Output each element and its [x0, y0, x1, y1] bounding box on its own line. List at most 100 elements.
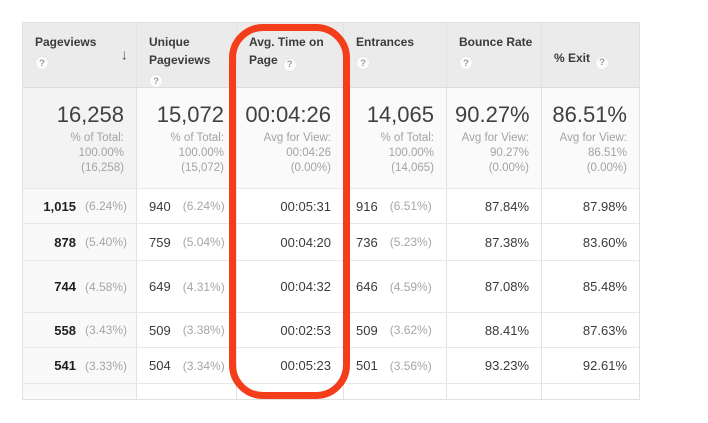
metric-percent: (3.43%)	[84, 323, 127, 337]
totals-subtext: (0.00%)	[586, 162, 627, 174]
exit-cell: 87.63%	[542, 313, 639, 347]
metric-value: 736	[356, 234, 378, 250]
metric-percent: (6.51%)	[389, 199, 432, 213]
avg-time-cell: 00:02:53	[237, 313, 344, 347]
metric-percent: (5.23%)	[389, 235, 432, 249]
bounce-rate-cell: 87.08%	[447, 261, 542, 312]
metric-value: 85.48%	[582, 279, 627, 294]
avg-time-cell: 00:05:23	[237, 348, 344, 383]
metric-value: 83.60%	[582, 234, 627, 250]
totals-subtext: (14,065)	[391, 162, 434, 174]
metric-value: 87.63%	[582, 322, 627, 338]
pageviews-cell: 1,015 (6.24%)	[23, 189, 137, 223]
pageviews-cell: 878 (5.40%)	[23, 224, 137, 260]
exit-cell: 83.60%	[542, 224, 639, 260]
metric-value: 92.61%	[582, 358, 627, 373]
metric-percent: (6.24%)	[182, 199, 225, 213]
bounce-rate-cell: 88.41%	[447, 313, 542, 347]
metric-value: 88.41%	[484, 322, 529, 338]
totals-exit-cell: 86.51% Avg for View: 86.51% (0.00%)	[542, 88, 639, 188]
exit-cell: 87.98%	[542, 189, 639, 223]
unique-pageviews-cell: 759 (5.04%)	[137, 224, 237, 260]
metric-percent: (4.31%)	[182, 279, 225, 294]
metric-value: 541	[54, 358, 76, 373]
totals-subtext: % of Total:	[380, 132, 435, 144]
metric-percent: (6.24%)	[84, 199, 127, 213]
totals-subtext: 86.51%	[587, 147, 627, 159]
column-header-pageviews[interactable]: Pageviews ? ↓	[23, 23, 137, 87]
metric-percent: (4.59%)	[389, 279, 432, 294]
column-label: Bounce Rate	[459, 35, 533, 49]
metric-value: 00:04:20	[280, 234, 331, 250]
totals-subtext: Avg for View:	[263, 132, 331, 144]
entrances-cell: 646 (4.59%)	[344, 261, 447, 312]
totals-subtext: (0.00%)	[290, 162, 331, 174]
metric-value: 00:04:32	[280, 279, 331, 294]
table-row: 744 (4.58%) 649 (4.31%) 00:04:32 646 (4.…	[23, 261, 639, 313]
avg-time-cell: 00:04:20	[237, 224, 344, 260]
pageviews-cell: 558 (3.43%)	[23, 313, 137, 347]
column-label: Entrances	[356, 35, 415, 49]
metric-value: 509	[356, 322, 378, 338]
help-icon[interactable]: ?	[459, 56, 473, 70]
metric-percent: (5.04%)	[182, 235, 225, 249]
column-header-avg-time-on-page[interactable]: Avg. Time on Page?	[237, 23, 344, 87]
totals-subtext: 100.00%	[178, 147, 224, 159]
metric-value: 649	[149, 279, 171, 294]
sort-descending-icon[interactable]: ↓	[120, 46, 129, 64]
help-icon[interactable]: ?	[356, 56, 370, 70]
pageviews-cell: 541 (3.33%)	[23, 348, 137, 383]
help-icon[interactable]: ?	[282, 57, 297, 72]
totals-value: 00:04:26	[245, 102, 331, 127]
avg-time-cell: 00:04:32	[237, 261, 344, 312]
metric-value: 744	[54, 279, 76, 294]
metric-percent: (3.38%)	[182, 323, 225, 337]
help-icon[interactable]: ?	[35, 56, 49, 70]
metric-value: 00:05:23	[280, 358, 331, 373]
totals-subtext: Avg for View:	[461, 132, 529, 144]
metric-value: 916	[356, 198, 378, 214]
pageviews-cell	[23, 384, 137, 399]
totals-entrances-cell: 14,065 % of Total: 100.00% (14,065)	[344, 88, 447, 188]
help-icon[interactable]: ?	[595, 55, 610, 70]
metric-value: 1,015	[43, 198, 76, 214]
totals-subtext: % of Total:	[170, 132, 225, 144]
column-header-bounce-rate[interactable]: Bounce Rate ?	[447, 23, 542, 87]
column-header-entrances[interactable]: Entrances ?	[344, 23, 447, 87]
totals-pageviews-cell: 16,258 % of Total: 100.00% (16,258)	[23, 88, 137, 188]
table-row-clipped	[23, 384, 639, 399]
bounce-rate-cell	[447, 384, 542, 399]
metric-value: 558	[54, 322, 76, 338]
metric-value: 504	[149, 358, 171, 373]
table-row: 558 (3.43%) 509 (3.38%) 00:02:53 509 (3.…	[23, 313, 639, 348]
totals-row: 16,258 % of Total: 100.00% (16,258) 15,0…	[23, 88, 639, 189]
bounce-rate-cell: 87.38%	[447, 224, 542, 260]
totals-value: 90.27%	[455, 102, 530, 127]
metric-percent: (5.40%)	[84, 235, 127, 249]
metric-percent: (3.34%)	[182, 358, 225, 373]
metric-value: 759	[149, 234, 171, 250]
totals-subtext: Avg for View:	[559, 132, 627, 144]
totals-unique-pageviews-cell: 15,072 % of Total: 100.00% (15,072)	[137, 88, 237, 188]
totals-subtext: (0.00%)	[488, 162, 529, 174]
metric-value: 00:02:53	[280, 322, 331, 338]
metric-value: 878	[54, 234, 76, 250]
metric-value: 87.84%	[484, 198, 529, 214]
column-header-unique-pageviews[interactable]: Unique Pageviews ?	[137, 23, 237, 87]
metric-percent: (3.62%)	[389, 323, 432, 337]
metric-value: 00:05:31	[280, 198, 331, 214]
exit-cell: 85.48%	[542, 261, 639, 312]
totals-subtext: 90.27%	[489, 147, 529, 159]
totals-value: 14,065	[366, 102, 434, 127]
unique-pageviews-cell: 940 (6.24%)	[137, 189, 237, 223]
metrics-table: Pageviews ? ↓ Unique Pageviews ? Avg. Ti…	[22, 22, 640, 400]
column-header-percent-exit[interactable]: % Exit?	[542, 23, 639, 87]
help-icon[interactable]: ?	[149, 74, 163, 87]
avg-time-cell	[237, 384, 344, 399]
table-header-row: Pageviews ? ↓ Unique Pageviews ? Avg. Ti…	[23, 23, 639, 88]
metric-percent: (3.33%)	[84, 358, 127, 373]
metric-value: 646	[356, 279, 378, 294]
column-label: Unique Pageviews	[149, 35, 211, 67]
metric-value: 501	[356, 358, 378, 373]
